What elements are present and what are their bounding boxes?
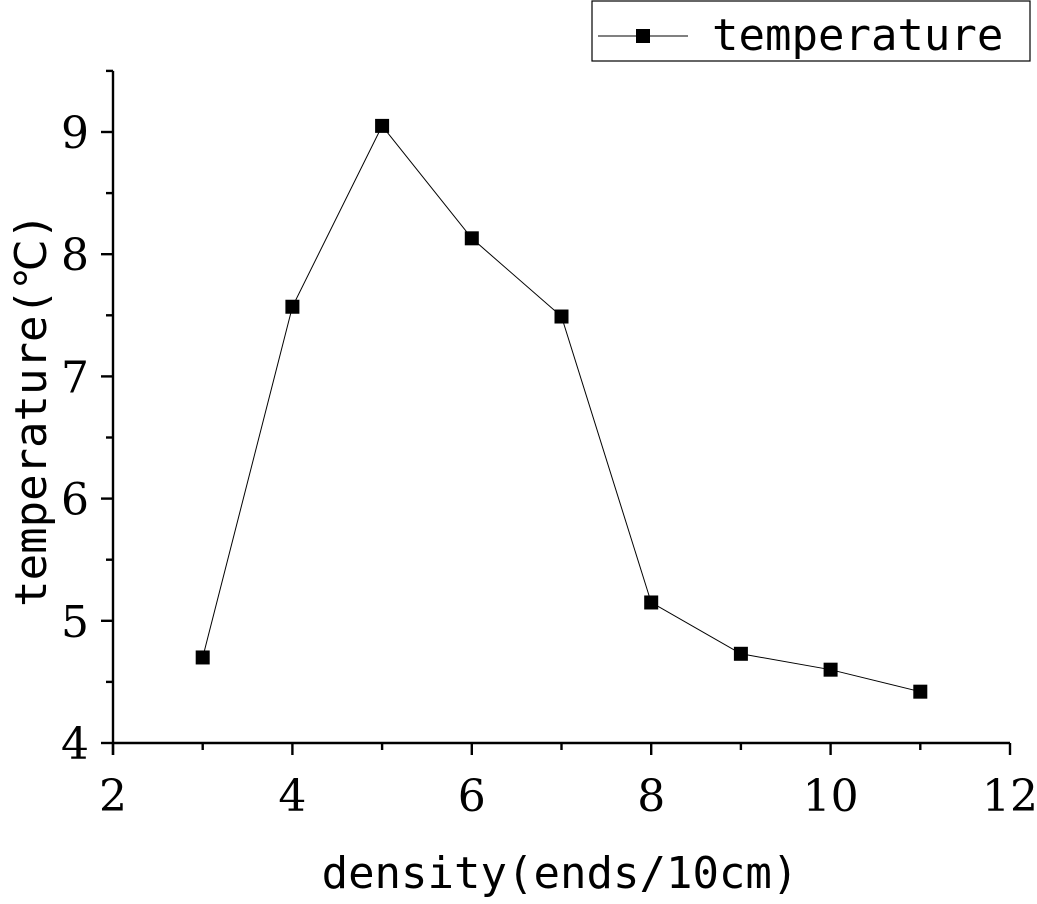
x-tick-label: 8 [637, 771, 665, 822]
y-tick-label: 7 [61, 352, 89, 403]
square-marker-icon [733, 646, 748, 661]
series-line-temperature [202, 124, 921, 693]
y-tick-label: 6 [61, 475, 89, 526]
axes [111, 70, 1010, 755]
data-line [202, 124, 921, 693]
x-axis-ticks: 2 4 6 8 10 12 [99, 743, 1037, 822]
square-marker-icon [823, 662, 838, 677]
legend: temperature [591, 0, 1031, 62]
legend-square-marker-icon [636, 29, 650, 43]
x-tick-label: 12 [982, 771, 1037, 822]
square-marker-icon [195, 650, 210, 665]
y-axis-ticks: 4 5 6 7 8 9 [61, 69, 113, 770]
square-marker-icon [464, 231, 479, 246]
x-tick-label: 2 [99, 771, 127, 822]
square-marker-icon [644, 595, 659, 610]
x-axis-title: density(ends/10cm) [322, 848, 799, 899]
square-marker-icon [554, 309, 569, 324]
square-marker-icon [913, 684, 928, 699]
y-tick-label: 8 [61, 230, 89, 281]
y-tick-label: 9 [61, 108, 89, 159]
square-marker-icon [285, 299, 300, 314]
series-markers-temperature [195, 118, 928, 699]
legend-box [591, 0, 1031, 62]
x-tick-label: 6 [458, 771, 486, 822]
x-tick-label: 10 [803, 771, 859, 822]
legend-label: temperature [712, 10, 1003, 61]
y-tick-label: 4 [61, 719, 89, 770]
square-marker-icon [375, 118, 390, 133]
y-tick-label: 5 [61, 597, 89, 648]
x-tick-label: 4 [278, 771, 306, 822]
y-axis-title: temperature(℃) [6, 213, 57, 607]
